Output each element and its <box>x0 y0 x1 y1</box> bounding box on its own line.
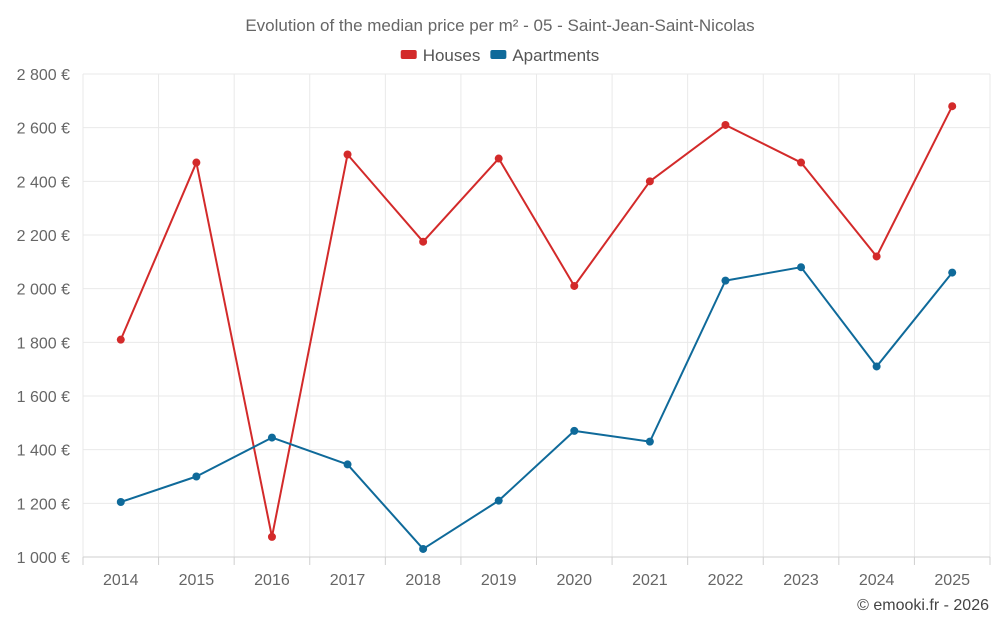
houses-line <box>119 105 954 538</box>
houses-point[interactable] <box>721 120 730 129</box>
legend-item-apartments[interactable]: Apartments <box>490 46 599 65</box>
legend-swatch-apartments <box>490 50 507 59</box>
houses-point[interactable] <box>267 532 276 541</box>
y-tick-label: 2 600 € <box>17 121 70 138</box>
credit-text: © emooki.fr - 2026 <box>857 597 989 614</box>
houses-point[interactable] <box>797 158 806 167</box>
legend-item-houses[interactable]: Houses <box>400 46 481 65</box>
houses-point[interactable] <box>570 281 579 290</box>
apartments-line <box>120 266 953 550</box>
y-tick-label: 1 200 € <box>17 496 70 513</box>
x-tick-label: 2016 <box>254 572 290 589</box>
x-tick-label: 2025 <box>934 572 970 589</box>
x-axis: 2014 2015 2016 2017 2018 2019 2020 2021 2022 2023… <box>82 556 991 589</box>
x-tick-label: 2017 <box>330 572 366 589</box>
x-tick-label: 2022 <box>708 572 744 589</box>
y-tick-label: 2 400 € <box>17 174 70 191</box>
apartments-point[interactable] <box>116 497 125 506</box>
y-tick-label: 2 000 € <box>17 282 70 299</box>
apartments-point[interactable] <box>494 496 503 505</box>
apartments-point[interactable] <box>645 437 654 446</box>
houses-point[interactable] <box>494 154 503 163</box>
x-tick-label: 2014 <box>103 572 139 589</box>
houses-point[interactable] <box>116 335 125 344</box>
apartments-point[interactable] <box>419 544 428 553</box>
x-tick-label: 2023 <box>783 572 819 589</box>
legend: Houses Apartments <box>400 46 599 65</box>
houses-point[interactable] <box>343 150 352 159</box>
legend-label-houses: Houses <box>423 46 481 65</box>
x-tick-label: 2015 <box>179 572 215 589</box>
houses-point[interactable] <box>192 158 201 167</box>
apartments-point[interactable] <box>721 276 730 285</box>
houses-point[interactable] <box>948 102 957 111</box>
apartments-series <box>116 263 957 553</box>
series-group <box>116 102 957 553</box>
apartments-point[interactable] <box>192 472 201 481</box>
apartments-point[interactable] <box>948 268 957 277</box>
apartments-point[interactable] <box>570 426 579 435</box>
houses-point[interactable] <box>645 177 654 186</box>
grid-lines <box>82 73 991 557</box>
legend-swatch-houses <box>400 50 417 59</box>
y-tick-label: 1 800 € <box>17 335 70 352</box>
y-tick-label: 1 400 € <box>17 443 70 460</box>
x-tick-label: 2024 <box>859 572 895 589</box>
houses-point[interactable] <box>419 237 428 246</box>
y-tick-label: 2 200 € <box>17 228 70 245</box>
x-tick-label: 2021 <box>632 572 668 589</box>
houses-point[interactable] <box>872 252 881 261</box>
apartments-point[interactable] <box>872 362 881 371</box>
apartments-point[interactable] <box>267 433 276 442</box>
y-tick-label: 1 000 € <box>17 550 70 567</box>
apartments-point[interactable] <box>343 460 352 469</box>
y-axis: 1 000 € 1 200 € 1 400 € 1 600 € 1 800 € 2 000… <box>17 67 70 567</box>
y-tick-label: 2 800 € <box>17 67 70 84</box>
apartments-point[interactable] <box>797 263 806 272</box>
chart-title: Evolution of the median price per m² - 0… <box>245 16 754 35</box>
houses-series <box>116 102 957 541</box>
x-tick-label: 2018 <box>405 572 441 589</box>
x-tick-label: 2020 <box>556 572 592 589</box>
legend-label-apartments: Apartments <box>512 46 599 65</box>
x-tick-label: 2019 <box>481 572 517 589</box>
y-tick-label: 1 600 € <box>17 389 70 406</box>
